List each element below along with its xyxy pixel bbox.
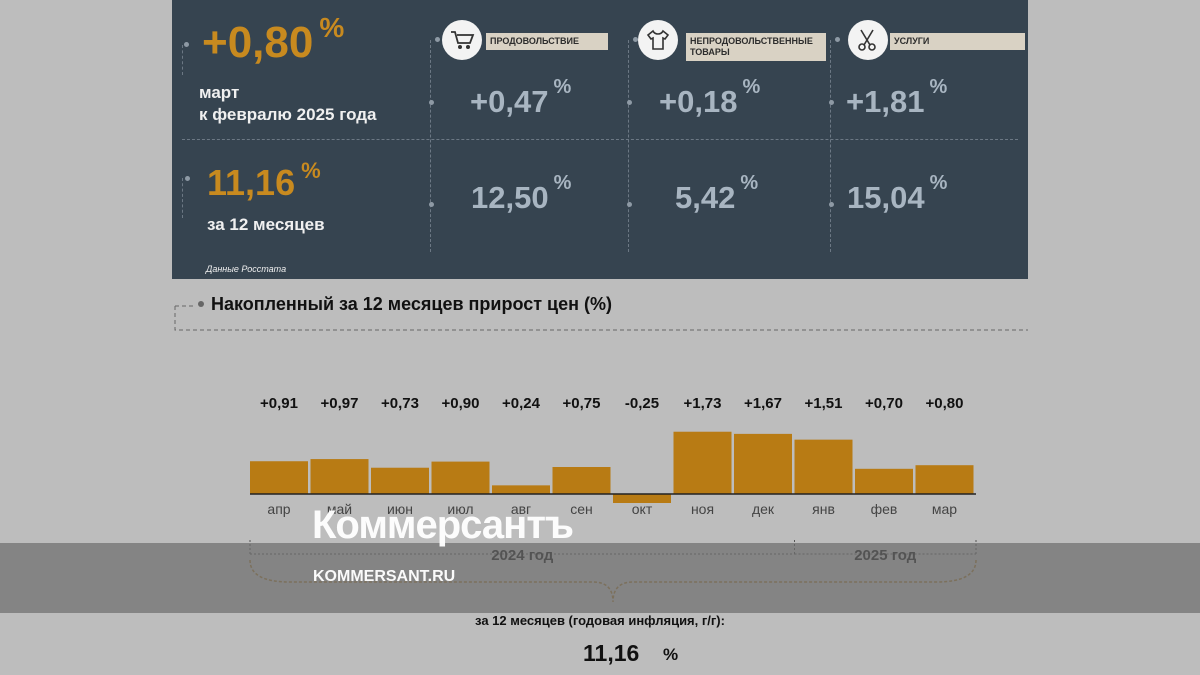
- services-monthly-value: +1,81%: [846, 76, 948, 119]
- watermark-band: [0, 543, 1200, 613]
- bar-июн: [371, 467, 429, 494]
- value-label-авг: +0,24: [502, 395, 541, 412]
- bar-фев: [855, 468, 913, 494]
- value-label-янв: +1,51: [805, 395, 843, 412]
- tick-label-июл: июл: [447, 501, 473, 517]
- monthly-label-line1: март: [199, 83, 240, 102]
- bar-сен: [552, 467, 611, 494]
- value-label-дек: +1,67: [744, 395, 782, 412]
- tick-label-май: май: [327, 501, 352, 517]
- value-label-июл: +0,90: [442, 395, 480, 412]
- nonfood-monthly-value: +0,18%: [659, 76, 761, 119]
- category-services-label: УСЛУГИ: [890, 33, 1025, 50]
- chart-title: Накопленный за 12 месяцев прирост цен (%…: [211, 294, 612, 314]
- bar-июл: [431, 461, 490, 494]
- food-monthly-value: +0,47%: [470, 76, 572, 119]
- tick-label-сен: сен: [570, 501, 593, 517]
- value-label-мар: +0,80: [926, 395, 964, 412]
- bar-май: [310, 459, 369, 494]
- tick-label-ноя: ноя: [691, 501, 714, 517]
- tick-label-янв: янв: [812, 501, 835, 517]
- scissors-icon: [848, 20, 888, 60]
- shopping-cart-icon: [442, 20, 482, 60]
- nonfood-annual-value: 5,42%: [675, 172, 759, 215]
- tick-label-мар: мар: [932, 501, 957, 517]
- value-label-май: +0,97: [321, 395, 359, 412]
- monthly-label-line2: к февралю 2025 года: [199, 105, 377, 124]
- category-nonfood-label: НЕПРОДОВОЛЬСТВЕННЫЕ ТОВАРЫ: [686, 33, 826, 61]
- bar-авг: [492, 485, 550, 494]
- bar-дек: [734, 433, 792, 494]
- source-note: Данные Росстата: [206, 264, 287, 274]
- bar-ноя: [673, 431, 732, 494]
- annual-unit: %: [663, 645, 679, 664]
- tick-label-апр: апр: [267, 501, 290, 517]
- tick-label-дек: дек: [752, 501, 775, 517]
- clothes-icon: [638, 20, 678, 60]
- bar-мар: [915, 465, 974, 494]
- annual-inflation-value: 11,16%: [207, 158, 321, 203]
- value-label-ноя: +1,73: [684, 395, 722, 412]
- annual-label: за 12 месяцев: [207, 215, 325, 234]
- bar-янв: [794, 439, 853, 494]
- summary-panel: +0,80% март к февралю 2025 года 11,16% з…: [172, 0, 1028, 279]
- watermark-logo: Коммерсантъ: [312, 503, 574, 547]
- value-label-окт: -0,25: [625, 395, 659, 412]
- category-food-label: ПРОДОВОЛЬСТВИЕ: [486, 33, 608, 50]
- services-annual-value: 15,04%: [847, 172, 948, 215]
- tick-label-авг: авг: [511, 501, 531, 517]
- value-label-апр: +0,91: [260, 395, 298, 412]
- tick-label-окт: окт: [632, 501, 653, 517]
- annual-value: 11,16: [583, 640, 640, 666]
- food-annual-value: 12,50%: [471, 172, 572, 215]
- annual-caption: за 12 месяцев (годовая инфляция, г/г):: [475, 613, 725, 628]
- value-label-сен: +0,75: [563, 395, 601, 412]
- watermark-url: KOMMERSANT.RU: [313, 568, 456, 585]
- value-label-фев: +0,70: [865, 395, 903, 412]
- bar-апр: [250, 461, 308, 494]
- bar-окт: [613, 494, 671, 503]
- value-label-июн: +0,73: [381, 395, 419, 412]
- tick-label-фев: фев: [871, 501, 898, 517]
- monthly-inflation-value: +0,80%: [202, 12, 345, 67]
- tick-label-июн: июн: [387, 501, 413, 517]
